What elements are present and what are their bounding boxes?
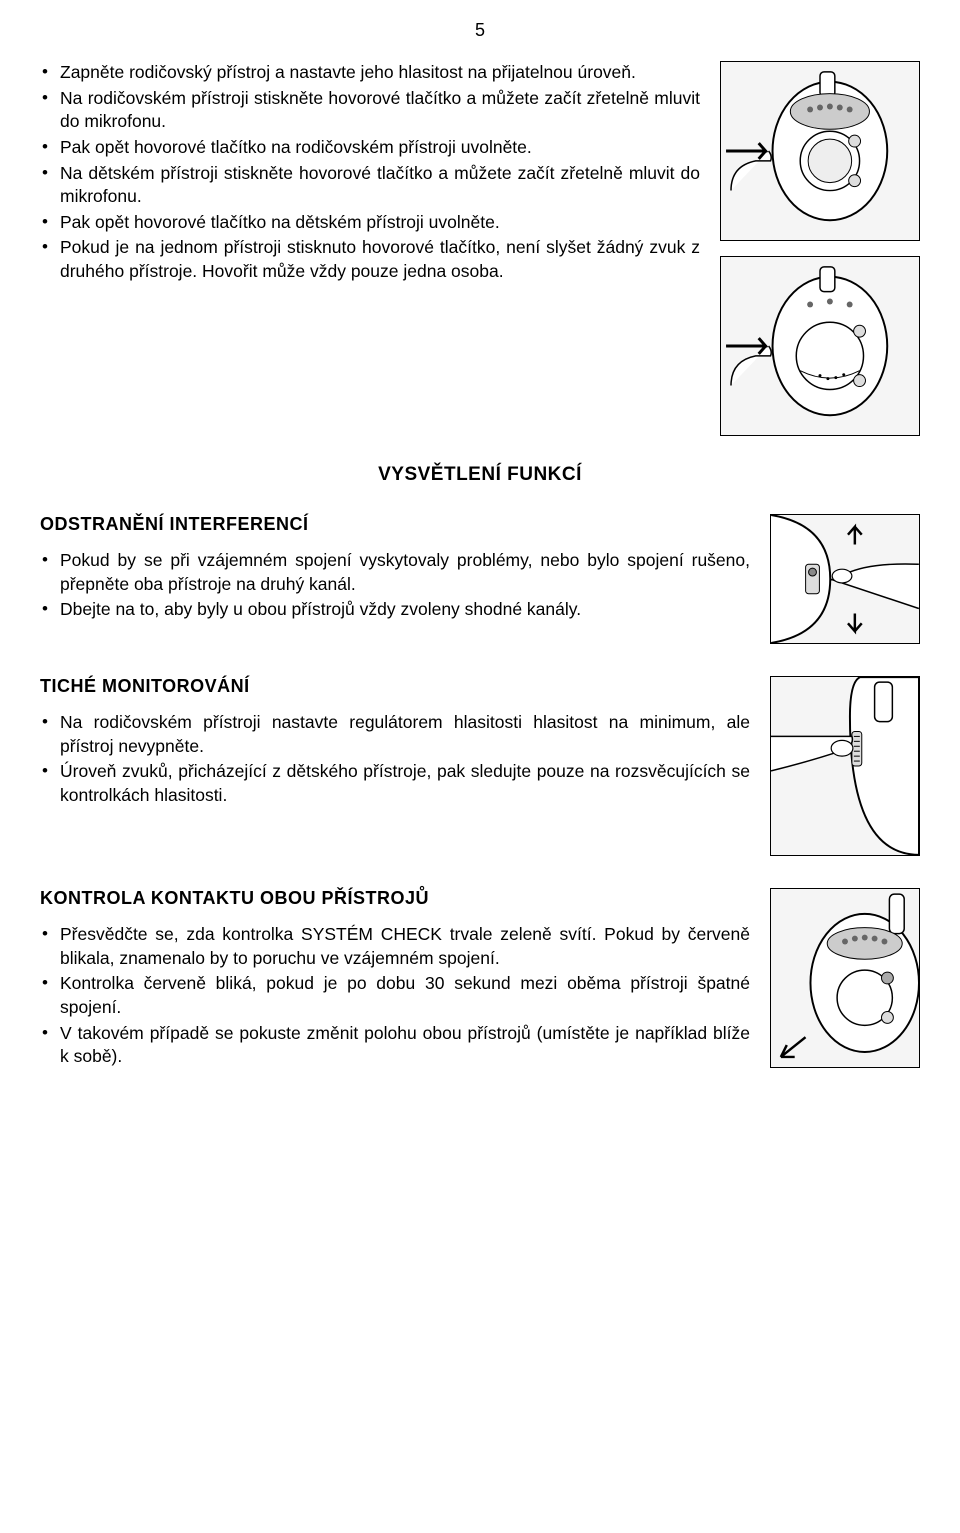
interference-heading: ODSTRANĚNÍ INTERFERENCÍ xyxy=(40,514,750,535)
intro-list: Zapněte rodičovský přístroj a nastavte j… xyxy=(40,61,700,284)
volume-dial-illustration xyxy=(770,676,920,856)
list-item: Na dětském přístroji stiskněte hovorové … xyxy=(40,162,700,209)
channel-switch-illustration xyxy=(770,514,920,644)
contact-heading: KONTROLA KONTAKTU OBOU PŘÍSTROJŮ xyxy=(40,888,750,909)
list-item: Pak opět hovorové tlačítko na dětském př… xyxy=(40,211,700,235)
functions-title: VYSVĚTLENÍ FUNKCÍ xyxy=(40,464,920,486)
list-item: Přesvědčte se, zda kontrolka SYSTÉM CHEC… xyxy=(40,923,750,970)
contact-list: Přesvědčte se, zda kontrolka SYSTÉM CHEC… xyxy=(40,923,750,1069)
silent-heading: TICHÉ MONITOROVÁNÍ xyxy=(40,676,750,697)
list-item: Kontrolka červeně bliká, pokud je po dob… xyxy=(40,972,750,1019)
device-illustration-parent xyxy=(720,61,920,241)
system-check-illustration xyxy=(770,888,920,1068)
list-item: V takovém případě se pokuste změnit polo… xyxy=(40,1022,750,1069)
list-item: Na rodičovském přístroji stiskněte hovor… xyxy=(40,87,700,134)
interference-list: Pokud by se při vzájemném spojení vyskyt… xyxy=(40,549,750,622)
list-item: Zapněte rodičovský přístroj a nastavte j… xyxy=(40,61,700,85)
list-item: Pak opět hovorové tlačítko na rodičovské… xyxy=(40,136,700,160)
device-illustration-baby xyxy=(720,256,920,436)
list-item: Na rodičovském přístroji nastavte regulá… xyxy=(40,711,750,758)
list-item: Dbejte na to, aby byly u obou přístrojů … xyxy=(40,598,750,622)
silent-list: Na rodičovském přístroji nastavte regulá… xyxy=(40,711,750,808)
list-item: Úroveň zvuků, přicházející z dětského př… xyxy=(40,760,750,807)
page-number: 5 xyxy=(40,20,920,41)
list-item: Pokud je na jednom přístroji stisknuto h… xyxy=(40,236,700,283)
list-item: Pokud by se při vzájemném spojení vyskyt… xyxy=(40,549,750,596)
